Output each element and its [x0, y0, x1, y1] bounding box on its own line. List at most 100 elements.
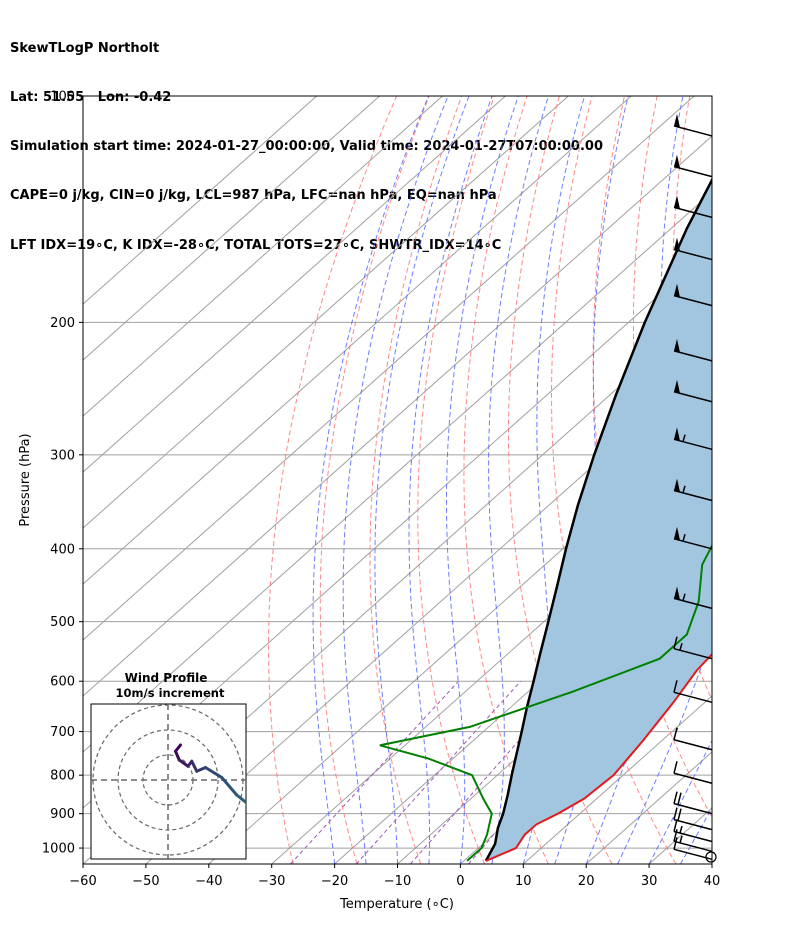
barb-flag [674, 338, 680, 353]
moist-adiabat [408, 96, 493, 864]
x-tick-label: −40 [195, 874, 222, 889]
mixing-ratio-line [355, 680, 522, 864]
y-tick-label: 200 [50, 316, 75, 331]
y-axis-label: Pressure (hPa) [18, 433, 33, 526]
isotherm [83, 96, 569, 529]
barb-staff [673, 248, 713, 261]
wind-barb [673, 526, 713, 550]
barb-staff [673, 818, 713, 831]
isotherm [775, 96, 794, 864]
isotherm [83, 96, 318, 305]
isotherm [83, 96, 632, 585]
barb-flag [674, 526, 680, 541]
barb-full [677, 792, 682, 805]
barb-staff [673, 691, 713, 704]
x-tick-label: −30 [258, 874, 285, 889]
inset-ring [142, 754, 194, 806]
dry-adiabat [783, 96, 794, 864]
barb-flag [674, 379, 680, 394]
isotherm [83, 96, 695, 641]
temperature-line [485, 652, 712, 862]
barb-half [682, 434, 686, 442]
cape-cin-shading [485, 179, 712, 861]
barb-full [673, 837, 678, 850]
wind-barb [673, 761, 713, 784]
chart-title: SkewTLogP Northolt [10, 40, 160, 56]
dry-adiabat [417, 96, 495, 864]
barb-half [679, 835, 683, 844]
wind-barb [673, 195, 713, 219]
isotherm [711, 863, 712, 864]
wind-barb [673, 819, 713, 843]
parcel-line [484, 177, 712, 862]
barb-flag [674, 283, 680, 298]
dry-adiabat [369, 96, 463, 864]
moist-adiabat [312, 96, 429, 864]
wind-barb [673, 807, 713, 831]
y-tick-label: 600 [50, 675, 75, 690]
x-tick-label: 20 [578, 874, 595, 889]
moist-adiabat [446, 96, 519, 864]
x-tick-label: 40 [704, 874, 721, 889]
x-tick-label: 10 [515, 874, 532, 889]
barb-staff [673, 538, 713, 550]
barb-staff [673, 391, 713, 403]
barb-flag [674, 237, 680, 252]
y-tick-label: 100 [50, 90, 75, 105]
y-axis-ticks: 100 200 300 400 500 600 700 800 900 1000 [42, 90, 83, 857]
calm-wind-circle [705, 851, 717, 863]
dewpoint-line [379, 543, 712, 862]
wind-barb [673, 113, 713, 137]
barb-half [682, 485, 686, 494]
x-axis-label: Temperature (∘C) [339, 897, 454, 912]
wind-barb [673, 829, 713, 853]
y-tick-label: 500 [50, 615, 75, 630]
moist-adiabat [711, 862, 712, 864]
dry-adiabat [550, 96, 677, 864]
barb-flag [674, 195, 680, 209]
inset-subtitle: 10m/s increment [116, 686, 225, 700]
hodograph-segment [274, 825, 293, 838]
isotherm [83, 96, 506, 473]
wind-barb [673, 154, 713, 178]
wind-barbs [673, 113, 717, 863]
wind-barb [673, 727, 713, 751]
barb-flag [674, 478, 680, 493]
barb-staff [673, 597, 713, 610]
wind-barb [673, 237, 713, 261]
x-tick-label: −50 [132, 874, 159, 889]
y-tick-label: 300 [50, 448, 75, 463]
barb-staff [673, 165, 713, 178]
isotherm [83, 96, 443, 417]
hodograph-segment [220, 776, 239, 797]
x-tick-label: −10 [384, 874, 411, 889]
wind-barb [673, 427, 713, 451]
barb-staff [673, 125, 713, 137]
barb-full [673, 791, 678, 804]
hodograph-segment [235, 793, 246, 805]
time-line: Simulation start time: 2024-01-27_00:00:… [10, 139, 603, 155]
isotherm [522, 695, 712, 864]
hodograph-segment [256, 810, 275, 825]
barb-half [679, 643, 683, 651]
barb-full [673, 761, 678, 774]
wind-barb [673, 680, 713, 704]
y-tick-label: 400 [50, 542, 75, 557]
barb-staff [673, 802, 713, 815]
moist-adiabat [585, 96, 684, 864]
x-axis-ticks: −60 −50 −40 −30 −20 −10 0 10 20 30 40 [69, 864, 720, 889]
wind-barb [673, 283, 713, 307]
y-tick-label: 700 [50, 725, 75, 740]
barb-staff [673, 350, 713, 362]
barb-staff [673, 772, 713, 784]
wind-profile-inset: Wind Profile 10m/s increment [90, 671, 293, 860]
x-tick-label: −60 [69, 874, 96, 889]
moist-adiabat [617, 633, 712, 864]
barb-flag [674, 154, 680, 169]
dry-adiabat [268, 96, 398, 864]
mixing-ratio-line [290, 680, 459, 864]
y-tick-label: 800 [50, 769, 75, 784]
barb-half [679, 825, 683, 834]
hodograph-segment [204, 766, 224, 779]
x-tick-label: −20 [321, 874, 348, 889]
